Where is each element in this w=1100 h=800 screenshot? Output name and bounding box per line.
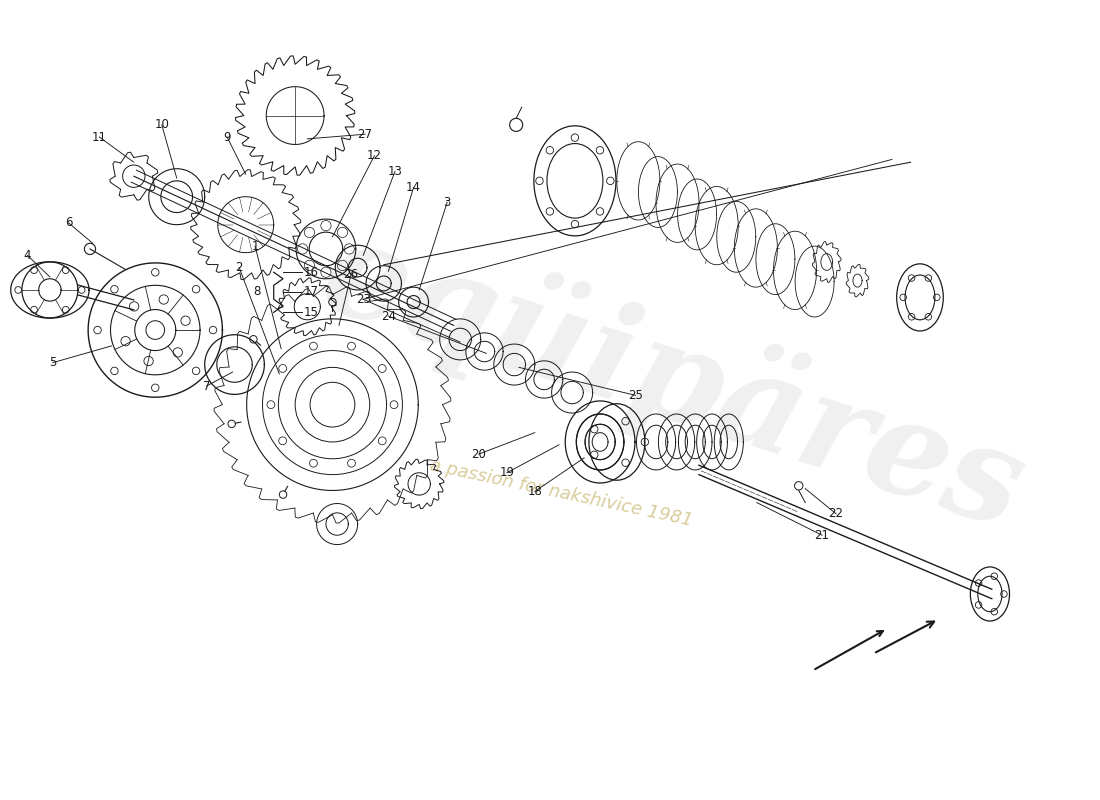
Text: 18: 18 — [527, 485, 542, 498]
Text: a passion for nakshivice 1981: a passion for nakshivice 1981 — [428, 457, 694, 530]
Text: 15: 15 — [304, 306, 318, 319]
Text: 12: 12 — [367, 149, 382, 162]
Text: 11: 11 — [91, 130, 107, 143]
Text: 4: 4 — [24, 249, 31, 262]
Text: 14: 14 — [406, 181, 421, 194]
Text: eqüipäres: eqüipäres — [306, 206, 1040, 557]
Circle shape — [85, 243, 96, 254]
Text: 25: 25 — [628, 389, 643, 402]
Text: 19: 19 — [499, 466, 515, 479]
Text: 24: 24 — [381, 310, 396, 322]
Text: 6: 6 — [65, 216, 73, 230]
Text: 1: 1 — [251, 240, 258, 253]
Text: 20: 20 — [472, 447, 486, 461]
Text: 23: 23 — [355, 293, 371, 306]
Text: 5: 5 — [50, 356, 56, 369]
Text: 3: 3 — [443, 196, 451, 209]
Text: 8: 8 — [253, 286, 261, 298]
Text: 21: 21 — [815, 529, 829, 542]
Text: 16: 16 — [304, 266, 319, 278]
Text: 2: 2 — [235, 261, 243, 274]
Text: 10: 10 — [154, 118, 169, 131]
Text: 13: 13 — [387, 165, 403, 178]
Text: 27: 27 — [358, 128, 373, 141]
Text: 26: 26 — [343, 268, 359, 281]
Text: 7: 7 — [202, 379, 210, 393]
Text: 17: 17 — [304, 286, 319, 298]
Text: 22: 22 — [828, 507, 844, 520]
Text: 9: 9 — [223, 130, 231, 143]
